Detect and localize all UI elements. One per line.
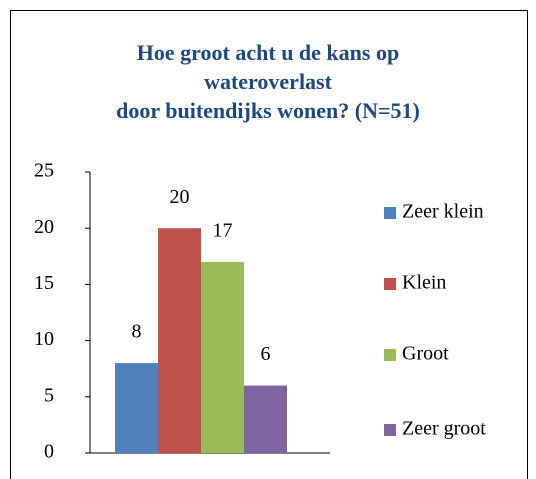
legend-swatch: [384, 278, 396, 290]
y-tick-label: 0: [44, 441, 54, 463]
legend-swatch: [384, 424, 396, 436]
legend-label: Zeer klein: [402, 201, 484, 223]
y-tick-label: 20: [34, 216, 54, 238]
chart-border: [10, 10, 528, 479]
y-tick-label: 25: [34, 160, 54, 182]
data-label: 20: [170, 186, 190, 208]
legend-label: Klein: [402, 272, 446, 294]
bar: [115, 363, 158, 453]
y-tick-label: 10: [34, 328, 54, 350]
chart-title: wateroverlast: [204, 69, 333, 94]
y-tick-label: 15: [34, 272, 54, 294]
data-label: 17: [213, 220, 233, 242]
legend-swatch: [384, 207, 396, 219]
y-tick-label: 5: [44, 384, 54, 406]
bar: [158, 228, 201, 453]
legend-label: Groot: [402, 343, 449, 365]
legend-swatch: [384, 349, 396, 361]
data-label: 6: [261, 343, 271, 365]
bar: [244, 385, 287, 453]
chart-title: door buitendijks wonen? (N=51): [116, 98, 420, 123]
legend-label: Zeer groot: [402, 418, 486, 440]
data-label: 8: [132, 321, 142, 343]
bar: [201, 261, 244, 453]
chart-title: Hoe groot acht u de kans op: [137, 40, 399, 65]
